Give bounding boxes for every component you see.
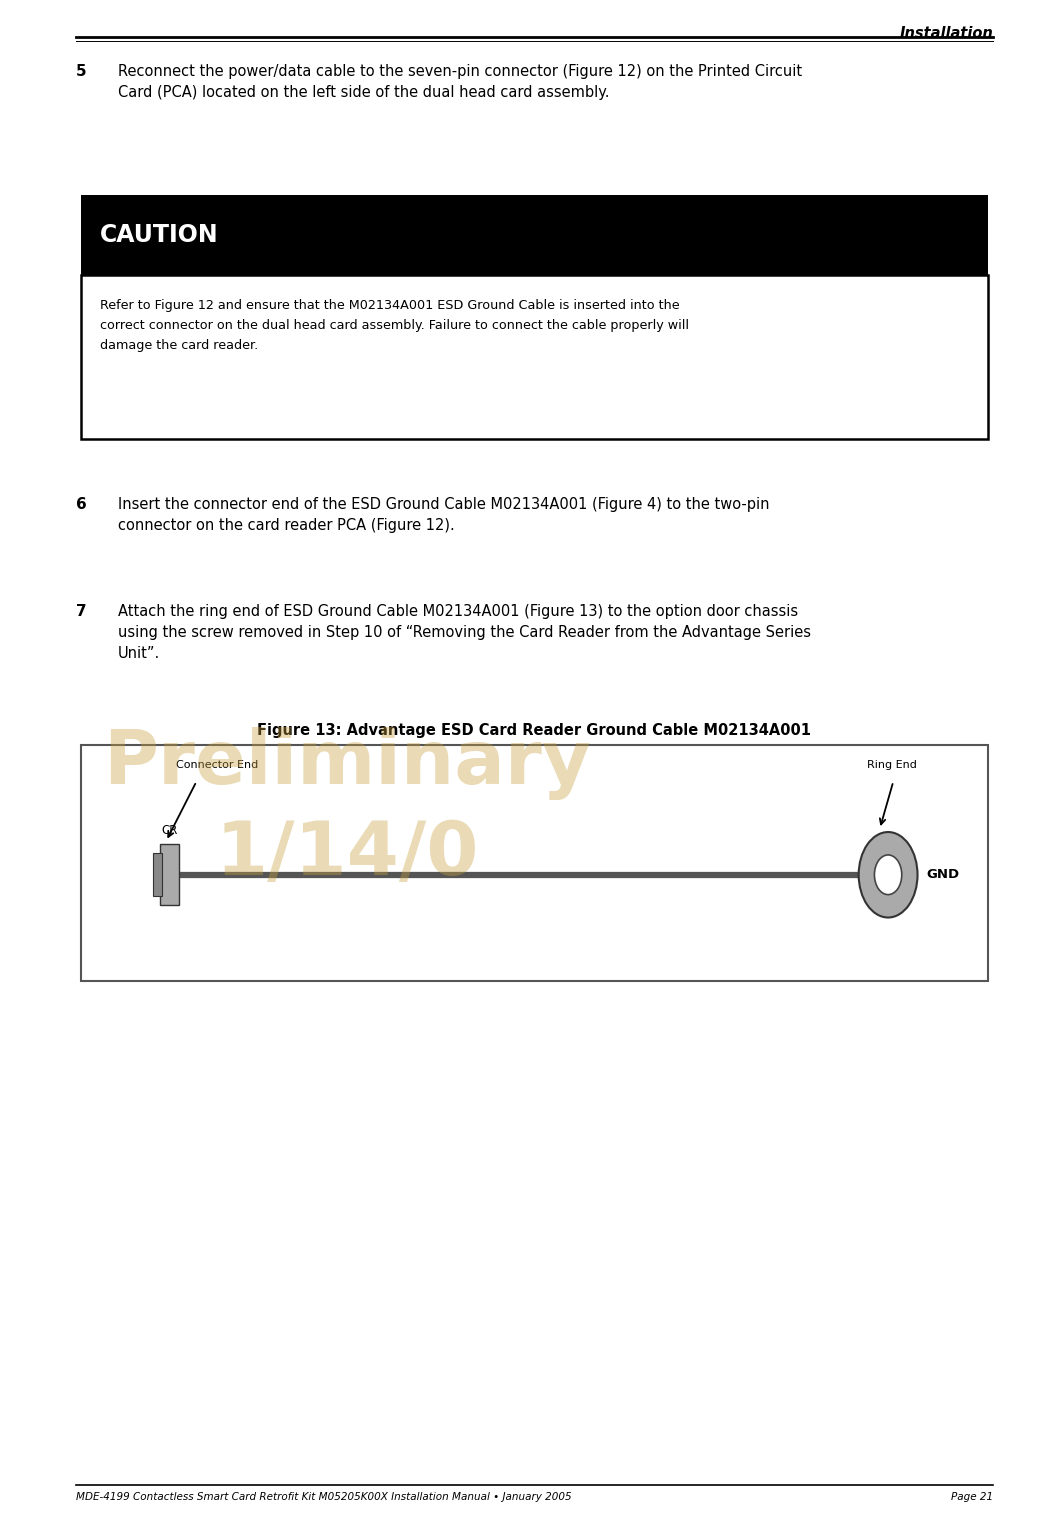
Text: Page 21: Page 21: [951, 1492, 993, 1503]
Text: Attach the ring end of ESD Ground Cable M02134A001 (Figure 13) to the option doo: Attach the ring end of ESD Ground Cable …: [118, 604, 810, 661]
Text: 7: 7: [76, 604, 86, 620]
Text: 5: 5: [76, 64, 86, 79]
Circle shape: [874, 855, 902, 894]
Text: CAUTION: CAUTION: [100, 223, 219, 247]
Text: Figure 13: Advantage ESD Card Reader Ground Cable M02134A001: Figure 13: Advantage ESD Card Reader Gro…: [257, 723, 811, 739]
Text: Installation: Installation: [900, 26, 993, 41]
Text: GND: GND: [926, 868, 960, 882]
Bar: [81, 195, 988, 275]
Text: Connector End: Connector End: [176, 760, 257, 771]
Text: 1/14/0: 1/14/0: [215, 818, 478, 891]
Text: CR: CR: [162, 824, 179, 836]
Bar: [81, 275, 988, 439]
Text: Reconnect the power/data cable to the seven-pin connector (Figure 12) on the Pri: Reconnect the power/data cable to the se…: [118, 64, 802, 101]
Circle shape: [859, 832, 918, 917]
Text: Ring End: Ring End: [867, 760, 916, 771]
Bar: [81, 745, 988, 981]
Bar: [160, 844, 179, 905]
Bar: [153, 853, 162, 896]
Text: Refer to Figure 12 and ensure that the M02134A001 ESD Ground Cable is inserted i: Refer to Figure 12 and ensure that the M…: [100, 299, 688, 353]
Text: MDE-4199 Contactless Smart Card Retrofit Kit M05205K00X Installation Manual • Ja: MDE-4199 Contactless Smart Card Retrofit…: [76, 1492, 572, 1503]
Text: Preliminary: Preliminary: [103, 726, 591, 800]
Text: 6: 6: [76, 497, 86, 513]
Text: Insert the connector end of the ESD Ground Cable M02134A001 (Figure 4) to the tw: Insert the connector end of the ESD Grou…: [118, 497, 769, 534]
